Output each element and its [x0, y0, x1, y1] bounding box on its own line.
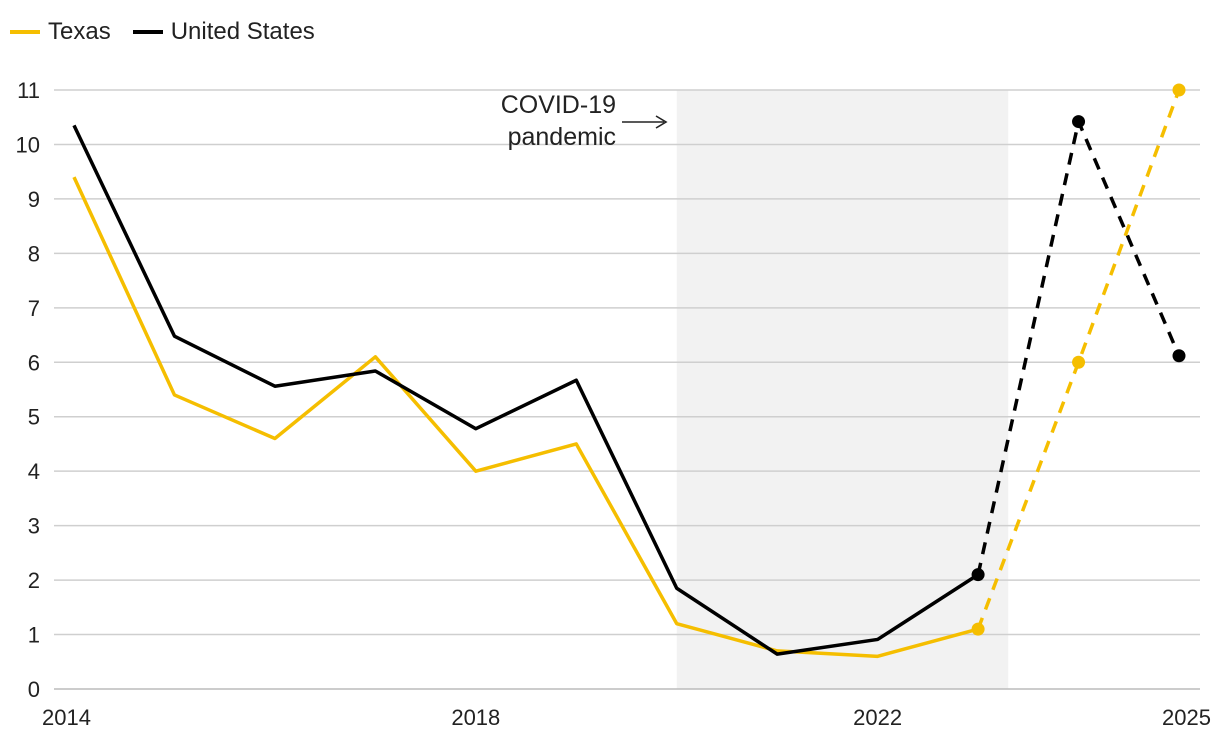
legend-item-texas: Texas — [10, 18, 111, 46]
series-line-texas — [72, 176, 979, 659]
shaded-region — [676, 90, 1009, 689]
y-tick-label: 10 — [16, 132, 40, 157]
x-tick-label: 2022 — [853, 705, 902, 730]
y-tick-label: 0 — [28, 677, 40, 702]
data-point-united-states — [971, 568, 985, 582]
data-point-texas — [1072, 355, 1086, 369]
data-point-texas — [971, 622, 985, 636]
y-tick-label: 4 — [28, 459, 40, 484]
data-point-united-states — [1172, 349, 1186, 363]
arrow-icon — [655, 115, 668, 129]
x-tick-label: 2025 — [1162, 705, 1211, 730]
annotation-line-1: COVID-19 — [501, 91, 616, 119]
y-tick-label: 1 — [28, 623, 40, 648]
y-tick-label: 6 — [28, 350, 40, 375]
legend-label-texas: Texas — [48, 18, 111, 45]
data-point-united-states — [1072, 115, 1086, 129]
x-tick-label: 2018 — [451, 705, 500, 730]
series-forecast-line-texas — [976, 89, 1181, 630]
y-tick-label: 5 — [28, 405, 40, 430]
legend-swatch-united-states — [132, 30, 163, 34]
y-tick-label: 9 — [28, 187, 40, 212]
series-texas — [72, 83, 1186, 659]
y-tick-label: 11 — [17, 78, 40, 103]
x-tick-label: 2014 — [42, 705, 91, 730]
annotation-line-2: pandemic — [508, 123, 616, 151]
series-line-united-states — [72, 124, 980, 656]
data-point-texas — [1172, 83, 1186, 97]
y-tick-label: 3 — [28, 514, 40, 539]
y-tick-label: 8 — [28, 241, 40, 266]
y-tick-label: 2 — [28, 568, 40, 593]
legend-item-united-states: United States — [132, 18, 315, 46]
y-tick-label: 7 — [28, 296, 40, 321]
legend: Texas United States — [10, 18, 337, 46]
legend-swatch-texas — [10, 30, 40, 34]
series-united-states — [72, 115, 1186, 656]
covid-annotation: COVID-19 pandemic — [501, 91, 668, 151]
legend-label-united-states: United States — [170, 18, 315, 45]
